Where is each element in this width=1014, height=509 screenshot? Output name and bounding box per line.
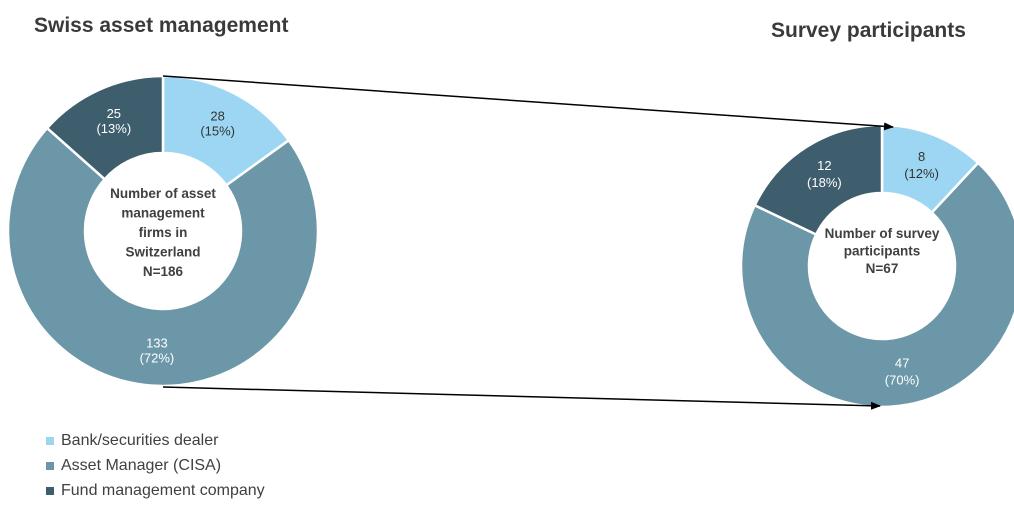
donut-left-label-asset-manager: 133 (72%) xyxy=(140,335,175,365)
connector-arrow-top xyxy=(162,75,894,131)
donut-left-slice-fund-management xyxy=(45,74,165,181)
donut-left-label-fund-management: 25 (13%) xyxy=(96,106,131,136)
legend-label-fund-management: Fund management company xyxy=(61,481,265,499)
donut-swiss-asset-management: 28 (15%) 133 (72%) 25 (13%) Number of asset man… xyxy=(6,74,320,388)
legend: Bank/securities dealer Asset Manager (CI… xyxy=(46,428,265,503)
legend-item-asset-manager: Asset Manager (CISA) xyxy=(46,453,265,478)
donut-right-label-asset-manager: 47 (70%) xyxy=(885,356,920,388)
donut-left-center-label: Number of asset management firms in Switzer… xyxy=(110,186,216,279)
donut-left-label-bank: 28 (15%) xyxy=(200,109,235,139)
chart-title-swiss-asset-management: Swiss asset management xyxy=(34,14,289,37)
legend-item-fund-management: Fund management company xyxy=(46,478,265,503)
donut-right-center-label: Number of survey participants N=67 xyxy=(825,226,940,276)
chart-title-survey-participants: Survey participants xyxy=(771,19,966,42)
legend-swatch-fund-management xyxy=(46,486,54,495)
legend-item-bank: Bank/securities dealer xyxy=(46,428,265,453)
donut-right-label-fund-management: 12 (18%) xyxy=(807,158,842,190)
donut-left-slice-asset-manager xyxy=(6,126,320,388)
legend-label-asset-manager: Asset Manager (CISA) xyxy=(61,456,222,474)
donut-survey-participants: 8 (12%) 47 (70%) 12 (18%) Number of survey part… xyxy=(739,123,1014,409)
legend-swatch-asset-manager xyxy=(46,461,54,470)
donut-right-slice-asset-manager xyxy=(739,161,1014,409)
legend-swatch-bank xyxy=(46,436,54,445)
legend-label-bank: Bank/securities dealer xyxy=(61,431,219,449)
donut-right-label-bank: 8 (12%) xyxy=(904,149,939,181)
connector-arrow-bottom xyxy=(162,386,881,410)
